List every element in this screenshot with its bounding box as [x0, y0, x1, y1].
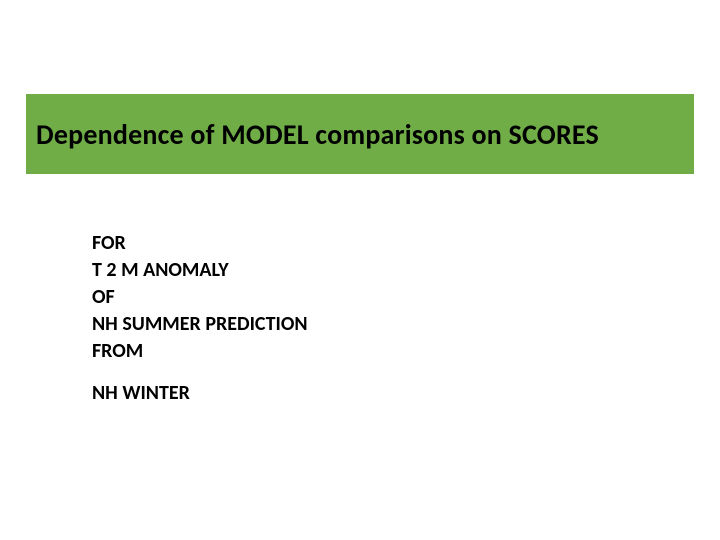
- body-line: NH SUMMER PREDICTION: [92, 311, 308, 338]
- title-bar: Dependence of MODEL comparisons on SCORE…: [26, 94, 694, 174]
- body-line: NH WINTER: [92, 380, 190, 407]
- body-line: T 2 M ANOMALY: [92, 257, 308, 284]
- body-line: FROM: [92, 338, 308, 365]
- title-text: Dependence of MODEL comparisons on SCORE…: [36, 117, 599, 152]
- body-text-block: FOR T 2 M ANOMALY OF NH SUMMER PREDICTIO…: [92, 230, 308, 365]
- body-text-block-secondary: NH WINTER: [92, 380, 190, 407]
- body-line: OF: [92, 284, 308, 311]
- body-line: FOR: [92, 230, 308, 257]
